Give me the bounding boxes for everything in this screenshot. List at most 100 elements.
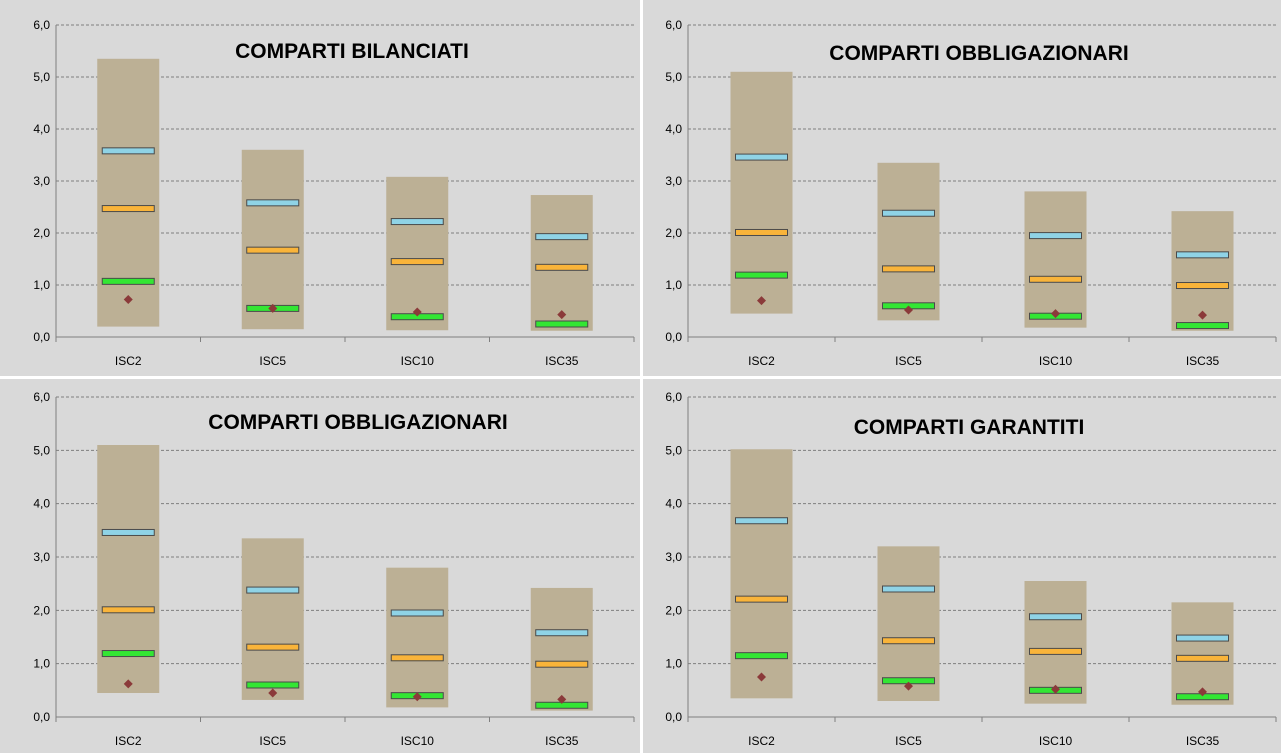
q3-marker <box>1176 251 1229 259</box>
x-tick-label: ISC5 <box>895 354 922 368</box>
q1-marker <box>735 652 788 660</box>
median-marker <box>882 265 935 273</box>
q3-marker <box>390 218 444 226</box>
q3-marker <box>882 209 935 217</box>
q3-marker <box>535 629 589 637</box>
point-marker <box>412 692 422 702</box>
median-marker <box>390 258 444 266</box>
range-bar <box>1024 581 1087 704</box>
q3-marker <box>246 586 300 594</box>
range-bar <box>97 58 160 327</box>
point-marker <box>268 688 278 698</box>
y-tick-label: 5,0 <box>33 443 50 457</box>
point-marker <box>412 307 422 317</box>
median-marker <box>535 660 589 668</box>
chart-title: COMPARTI BILANCIATI <box>235 40 469 63</box>
range-bar <box>386 567 449 708</box>
y-tick-label: 2,0 <box>33 603 50 617</box>
y-tick-label: 2,0 <box>665 226 682 240</box>
y-tick-label: 3,0 <box>33 174 50 188</box>
range-bar <box>530 195 593 331</box>
point-marker <box>904 305 913 315</box>
chart-svg-2: 0,0 1,0 2,0 3,0 4,0 5,0 6,0 ISC2 ISC5 ISC10 ISC35 C… <box>665 18 1277 368</box>
y-tick-label: 1,0 <box>33 657 50 671</box>
median-marker <box>1176 282 1229 290</box>
chart-svg-1: 0,0 1,0 2,0 3,0 4,0 5,0 6,0 ISC2 ISC5 ISC10 ISC35 C… <box>33 18 635 368</box>
x-tick-label: ISC5 <box>259 734 286 748</box>
range-bar <box>386 176 449 331</box>
y-tick-label: 0,0 <box>33 710 50 724</box>
chart-svg-3: 0,0 1,0 2,0 3,0 4,0 5,0 6,0 ISC2 ISC5 ISC10 ISC35 C… <box>33 390 635 748</box>
median-marker <box>535 263 589 271</box>
q3-marker <box>1029 613 1082 621</box>
x-tick-label: ISC10 <box>401 354 435 368</box>
y-tick-label: 3,0 <box>33 550 50 564</box>
x-tick-label: ISC2 <box>115 734 142 748</box>
y-tick-label: 0,0 <box>665 710 682 724</box>
x-tick-label: ISC35 <box>545 734 579 748</box>
y-tick-label: 3,0 <box>665 174 682 188</box>
chart-svg-4: 0,0 1,0 2,0 3,0 4,0 5,0 6,0 ISC2 ISC5 ISC10 ISC35 C… <box>665 390 1277 748</box>
y-tick-label: 6,0 <box>665 18 682 32</box>
range-bar <box>877 546 940 701</box>
y-tick-label: 4,0 <box>665 122 682 136</box>
chart-title: COMPARTI OBBLIGAZIONARI <box>829 42 1128 65</box>
median-marker <box>735 595 788 603</box>
q3-marker <box>246 199 300 207</box>
y-tick-label: 1,0 <box>665 278 682 292</box>
q1-marker <box>535 320 589 328</box>
y-tick-label: 6,0 <box>33 18 50 32</box>
q1-marker <box>246 681 300 689</box>
y-tick-label: 0,0 <box>33 330 50 344</box>
median-marker <box>246 643 300 651</box>
q3-marker <box>101 528 155 536</box>
y-tick-label: 3,0 <box>665 550 682 564</box>
median-marker <box>390 654 444 662</box>
median-marker <box>101 606 155 614</box>
range-bar <box>730 449 793 699</box>
point-marker <box>268 303 278 313</box>
range-bar <box>530 587 593 711</box>
q3-marker <box>1029 232 1082 240</box>
q3-marker <box>535 233 589 241</box>
median-marker <box>246 246 300 254</box>
range-bar <box>877 162 940 321</box>
point-marker <box>1051 309 1060 319</box>
median-marker <box>1029 647 1082 655</box>
q1-marker <box>735 271 788 279</box>
point-marker <box>757 672 766 682</box>
point-marker <box>757 296 766 306</box>
y-tick-label: 4,0 <box>665 497 682 511</box>
range-bar <box>241 149 304 330</box>
y-tick-label: 2,0 <box>665 603 682 617</box>
y-tick-label: 0,0 <box>665 330 682 344</box>
q3-marker <box>1176 634 1229 642</box>
y-tick-label: 1,0 <box>33 278 50 292</box>
chart-title: COMPARTI GARANTITI <box>854 416 1085 439</box>
q3-marker <box>882 585 935 593</box>
y-tick-label: 6,0 <box>33 390 50 404</box>
point-marker <box>1198 310 1207 320</box>
x-tick-label: ISC2 <box>115 354 142 368</box>
y-tick-label: 4,0 <box>33 497 50 511</box>
y-tick-label: 1,0 <box>665 657 682 671</box>
median-marker <box>1176 654 1229 662</box>
chart-panel-1: 0,0 1,0 2,0 3,0 4,0 5,0 6,0 ISC2 ISC5 ISC10 ISC35 C… <box>0 0 640 376</box>
chart-title: COMPARTI OBBLIGAZIONARI <box>208 411 507 434</box>
median-marker <box>1029 275 1082 283</box>
point-marker <box>1051 684 1060 694</box>
y-tick-label: 5,0 <box>665 70 682 84</box>
x-tick-label: ISC5 <box>895 734 922 748</box>
x-tick-label: ISC10 <box>401 734 435 748</box>
x-tick-label: ISC2 <box>748 354 775 368</box>
point-marker <box>557 694 567 704</box>
point-marker <box>123 295 133 305</box>
q3-marker <box>390 609 444 617</box>
x-tick-label: ISC2 <box>748 734 775 748</box>
point-marker <box>1198 687 1207 697</box>
q1-marker <box>1176 322 1229 330</box>
chart-panel-2: 0,0 1,0 2,0 3,0 4,0 5,0 6,0 ISC2 ISC5 ISC10 ISC35 C… <box>643 0 1281 376</box>
range-bar <box>241 538 304 700</box>
point-marker <box>904 681 913 691</box>
median-marker <box>101 205 155 213</box>
